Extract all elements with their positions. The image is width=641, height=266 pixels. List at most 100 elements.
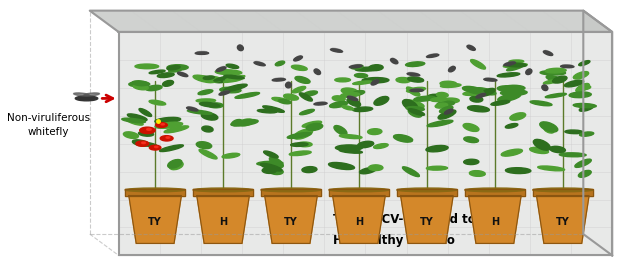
Ellipse shape: [545, 68, 566, 73]
Ellipse shape: [157, 73, 174, 77]
Ellipse shape: [274, 78, 284, 80]
Ellipse shape: [332, 48, 341, 51]
Ellipse shape: [355, 67, 378, 71]
Text: H: Healthy tomato: H: Healthy tomato: [333, 234, 455, 247]
Ellipse shape: [201, 113, 218, 120]
Ellipse shape: [125, 188, 185, 192]
Ellipse shape: [527, 69, 531, 73]
Text: TY: TY: [556, 217, 570, 227]
Ellipse shape: [254, 62, 265, 66]
Ellipse shape: [367, 129, 382, 135]
Ellipse shape: [444, 109, 453, 114]
Ellipse shape: [231, 119, 258, 126]
Ellipse shape: [269, 168, 283, 174]
Ellipse shape: [431, 97, 447, 102]
Ellipse shape: [224, 84, 247, 92]
Ellipse shape: [544, 127, 554, 133]
Ellipse shape: [478, 93, 484, 96]
Ellipse shape: [427, 120, 453, 127]
Ellipse shape: [506, 65, 524, 71]
Ellipse shape: [414, 96, 435, 101]
Ellipse shape: [576, 84, 589, 92]
Ellipse shape: [315, 102, 326, 103]
Ellipse shape: [374, 144, 388, 148]
Ellipse shape: [437, 101, 454, 106]
Ellipse shape: [462, 86, 482, 93]
Ellipse shape: [465, 188, 525, 192]
Ellipse shape: [560, 153, 586, 157]
Ellipse shape: [409, 72, 418, 74]
Ellipse shape: [504, 85, 525, 91]
Ellipse shape: [285, 82, 292, 88]
Ellipse shape: [196, 99, 215, 102]
Ellipse shape: [187, 107, 198, 111]
Ellipse shape: [193, 75, 215, 83]
Ellipse shape: [530, 101, 552, 106]
Ellipse shape: [146, 85, 162, 91]
Ellipse shape: [297, 142, 312, 147]
Ellipse shape: [155, 117, 181, 123]
Polygon shape: [193, 189, 253, 196]
Ellipse shape: [206, 77, 221, 82]
Ellipse shape: [258, 109, 277, 113]
Ellipse shape: [360, 168, 376, 174]
Ellipse shape: [167, 66, 180, 70]
Ellipse shape: [196, 142, 212, 149]
Ellipse shape: [329, 163, 354, 169]
Ellipse shape: [149, 100, 165, 105]
Ellipse shape: [292, 86, 306, 93]
Ellipse shape: [428, 54, 437, 56]
Polygon shape: [533, 189, 593, 196]
Ellipse shape: [263, 106, 285, 112]
Ellipse shape: [179, 72, 187, 75]
Ellipse shape: [84, 93, 99, 96]
Polygon shape: [129, 196, 181, 243]
Ellipse shape: [503, 63, 528, 68]
Circle shape: [142, 142, 146, 144]
Ellipse shape: [294, 129, 313, 139]
Ellipse shape: [553, 76, 567, 83]
Text: H: H: [355, 217, 363, 227]
Text: TY: TY: [284, 217, 298, 227]
Ellipse shape: [498, 93, 520, 101]
Ellipse shape: [445, 109, 452, 113]
Circle shape: [154, 146, 158, 148]
Ellipse shape: [426, 146, 448, 152]
Polygon shape: [261, 189, 321, 196]
Ellipse shape: [481, 88, 495, 96]
Ellipse shape: [463, 123, 479, 131]
Ellipse shape: [199, 76, 222, 83]
Ellipse shape: [428, 94, 444, 99]
Ellipse shape: [569, 92, 591, 98]
Ellipse shape: [426, 166, 447, 170]
Ellipse shape: [449, 66, 455, 72]
Ellipse shape: [501, 149, 522, 156]
Ellipse shape: [169, 161, 183, 170]
Ellipse shape: [372, 80, 378, 83]
Ellipse shape: [196, 52, 208, 55]
Ellipse shape: [224, 75, 244, 79]
Text: H: H: [491, 217, 499, 227]
Ellipse shape: [506, 168, 531, 173]
Ellipse shape: [369, 165, 383, 171]
Ellipse shape: [133, 140, 149, 146]
Ellipse shape: [403, 167, 419, 177]
Ellipse shape: [76, 96, 98, 101]
Ellipse shape: [354, 74, 368, 78]
Ellipse shape: [533, 139, 551, 150]
Ellipse shape: [335, 145, 362, 151]
Ellipse shape: [219, 91, 229, 95]
Ellipse shape: [540, 71, 565, 75]
Ellipse shape: [485, 78, 495, 80]
Ellipse shape: [129, 82, 150, 87]
Ellipse shape: [208, 103, 223, 108]
Ellipse shape: [565, 130, 583, 134]
Ellipse shape: [469, 171, 485, 176]
Polygon shape: [333, 196, 385, 243]
Ellipse shape: [149, 70, 165, 74]
Ellipse shape: [562, 65, 572, 66]
Ellipse shape: [340, 135, 362, 139]
Ellipse shape: [193, 188, 253, 192]
Ellipse shape: [160, 145, 183, 152]
Ellipse shape: [544, 80, 559, 84]
